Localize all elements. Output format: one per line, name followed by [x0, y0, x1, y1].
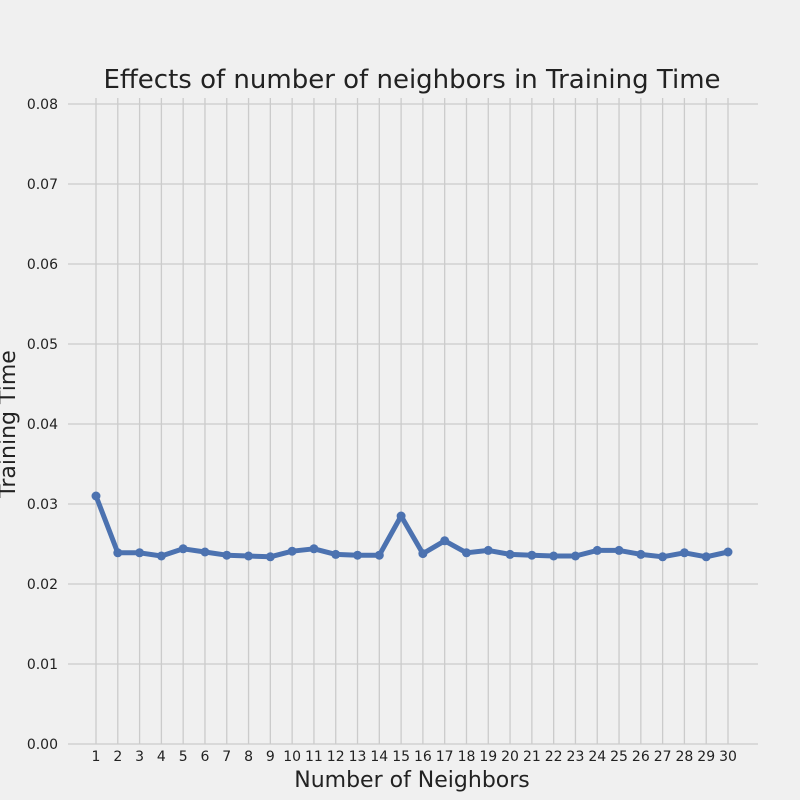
x-tick-label: 10 — [283, 749, 301, 765]
data-point — [113, 548, 123, 558]
x-tick-label: 9 — [266, 749, 275, 765]
x-tick-label: 14 — [370, 749, 388, 765]
x-tick-label: 12 — [327, 749, 345, 765]
x-tick-label: 3 — [135, 749, 144, 765]
data-point — [156, 551, 166, 561]
y-tick-label: 0.08 — [27, 97, 58, 113]
data-point — [679, 548, 689, 558]
data-point — [527, 550, 537, 560]
x-tick-label: 11 — [305, 749, 323, 765]
x-tick-label: 29 — [697, 749, 715, 765]
data-point — [200, 547, 210, 557]
y-tick-label: 0.06 — [27, 257, 58, 273]
data-point — [570, 551, 580, 561]
y-axis-label: Training Time — [0, 350, 21, 499]
data-point — [331, 549, 341, 559]
data-point — [461, 548, 471, 558]
x-tick-label: 28 — [675, 749, 693, 765]
data-point — [374, 550, 384, 560]
data-point — [549, 551, 559, 561]
x-tick-label: 26 — [632, 749, 650, 765]
series-layer — [91, 491, 733, 562]
x-tick-label: 8 — [244, 749, 253, 765]
data-point — [483, 545, 493, 555]
y-tick-label: 0.07 — [27, 177, 58, 193]
x-tick-label: 18 — [458, 749, 476, 765]
data-point — [287, 546, 297, 556]
x-tick-label: 17 — [436, 749, 454, 765]
x-tick-label: 2 — [113, 749, 122, 765]
data-point — [658, 552, 668, 562]
y-tick-labels: 0.00 0.01 0.02 0.03 0.04 0.05 0.06 0.07 0.08 — [27, 97, 58, 753]
x-tick-label: 16 — [414, 749, 432, 765]
data-point — [505, 549, 515, 559]
x-axis-label: Number of Neighbors — [294, 768, 530, 793]
data-point — [244, 551, 254, 561]
data-point — [396, 511, 406, 521]
y-tick-label: 0.01 — [27, 657, 58, 673]
x-tick-label: 24 — [588, 749, 606, 765]
data-point — [723, 547, 733, 557]
data-point — [222, 550, 232, 560]
x-tick-label: 20 — [501, 749, 519, 765]
data-point — [178, 544, 188, 554]
y-tick-label: 0.00 — [27, 737, 58, 753]
data-point — [309, 544, 319, 554]
y-tick-label: 0.02 — [27, 577, 58, 593]
series-line — [93, 493, 731, 560]
data-point — [614, 545, 624, 555]
x-tick-label: 21 — [523, 749, 541, 765]
x-tick-label: 15 — [392, 749, 410, 765]
x-tick-label: 30 — [719, 749, 737, 765]
x-tick-label: 7 — [222, 749, 231, 765]
data-point — [265, 552, 275, 562]
x-tick-label: 4 — [157, 749, 166, 765]
x-tick-label: 27 — [654, 749, 672, 765]
chart-title: Effects of number of neighbors in Traini… — [103, 65, 720, 95]
y-gridlines — [68, 103, 758, 745]
x-tick-label: 1 — [92, 749, 101, 765]
data-point — [418, 549, 428, 559]
y-tick-label: 0.05 — [27, 337, 58, 353]
x-tick-labels: 1 2 3 4 5 6 7 8 9 10 11 12 13 14 15 16 17 18 19 20 21 22 23 24 2… — [92, 749, 737, 765]
y-tick-label: 0.04 — [27, 417, 58, 433]
data-point — [440, 536, 450, 546]
x-gridlines — [95, 98, 729, 744]
x-tick-label: 23 — [567, 749, 585, 765]
x-tick-label: 25 — [610, 749, 628, 765]
x-tick-label: 5 — [179, 749, 188, 765]
data-point — [636, 549, 646, 559]
y-tick-label: 0.03 — [27, 497, 58, 513]
x-tick-label: 19 — [479, 749, 497, 765]
data-point — [91, 491, 101, 501]
x-tick-label: 22 — [545, 749, 563, 765]
x-tick-label: 13 — [349, 749, 367, 765]
x-tick-label: 6 — [201, 749, 210, 765]
data-point — [701, 552, 711, 562]
data-point — [353, 550, 363, 560]
data-point — [592, 545, 602, 555]
data-point — [135, 548, 145, 558]
